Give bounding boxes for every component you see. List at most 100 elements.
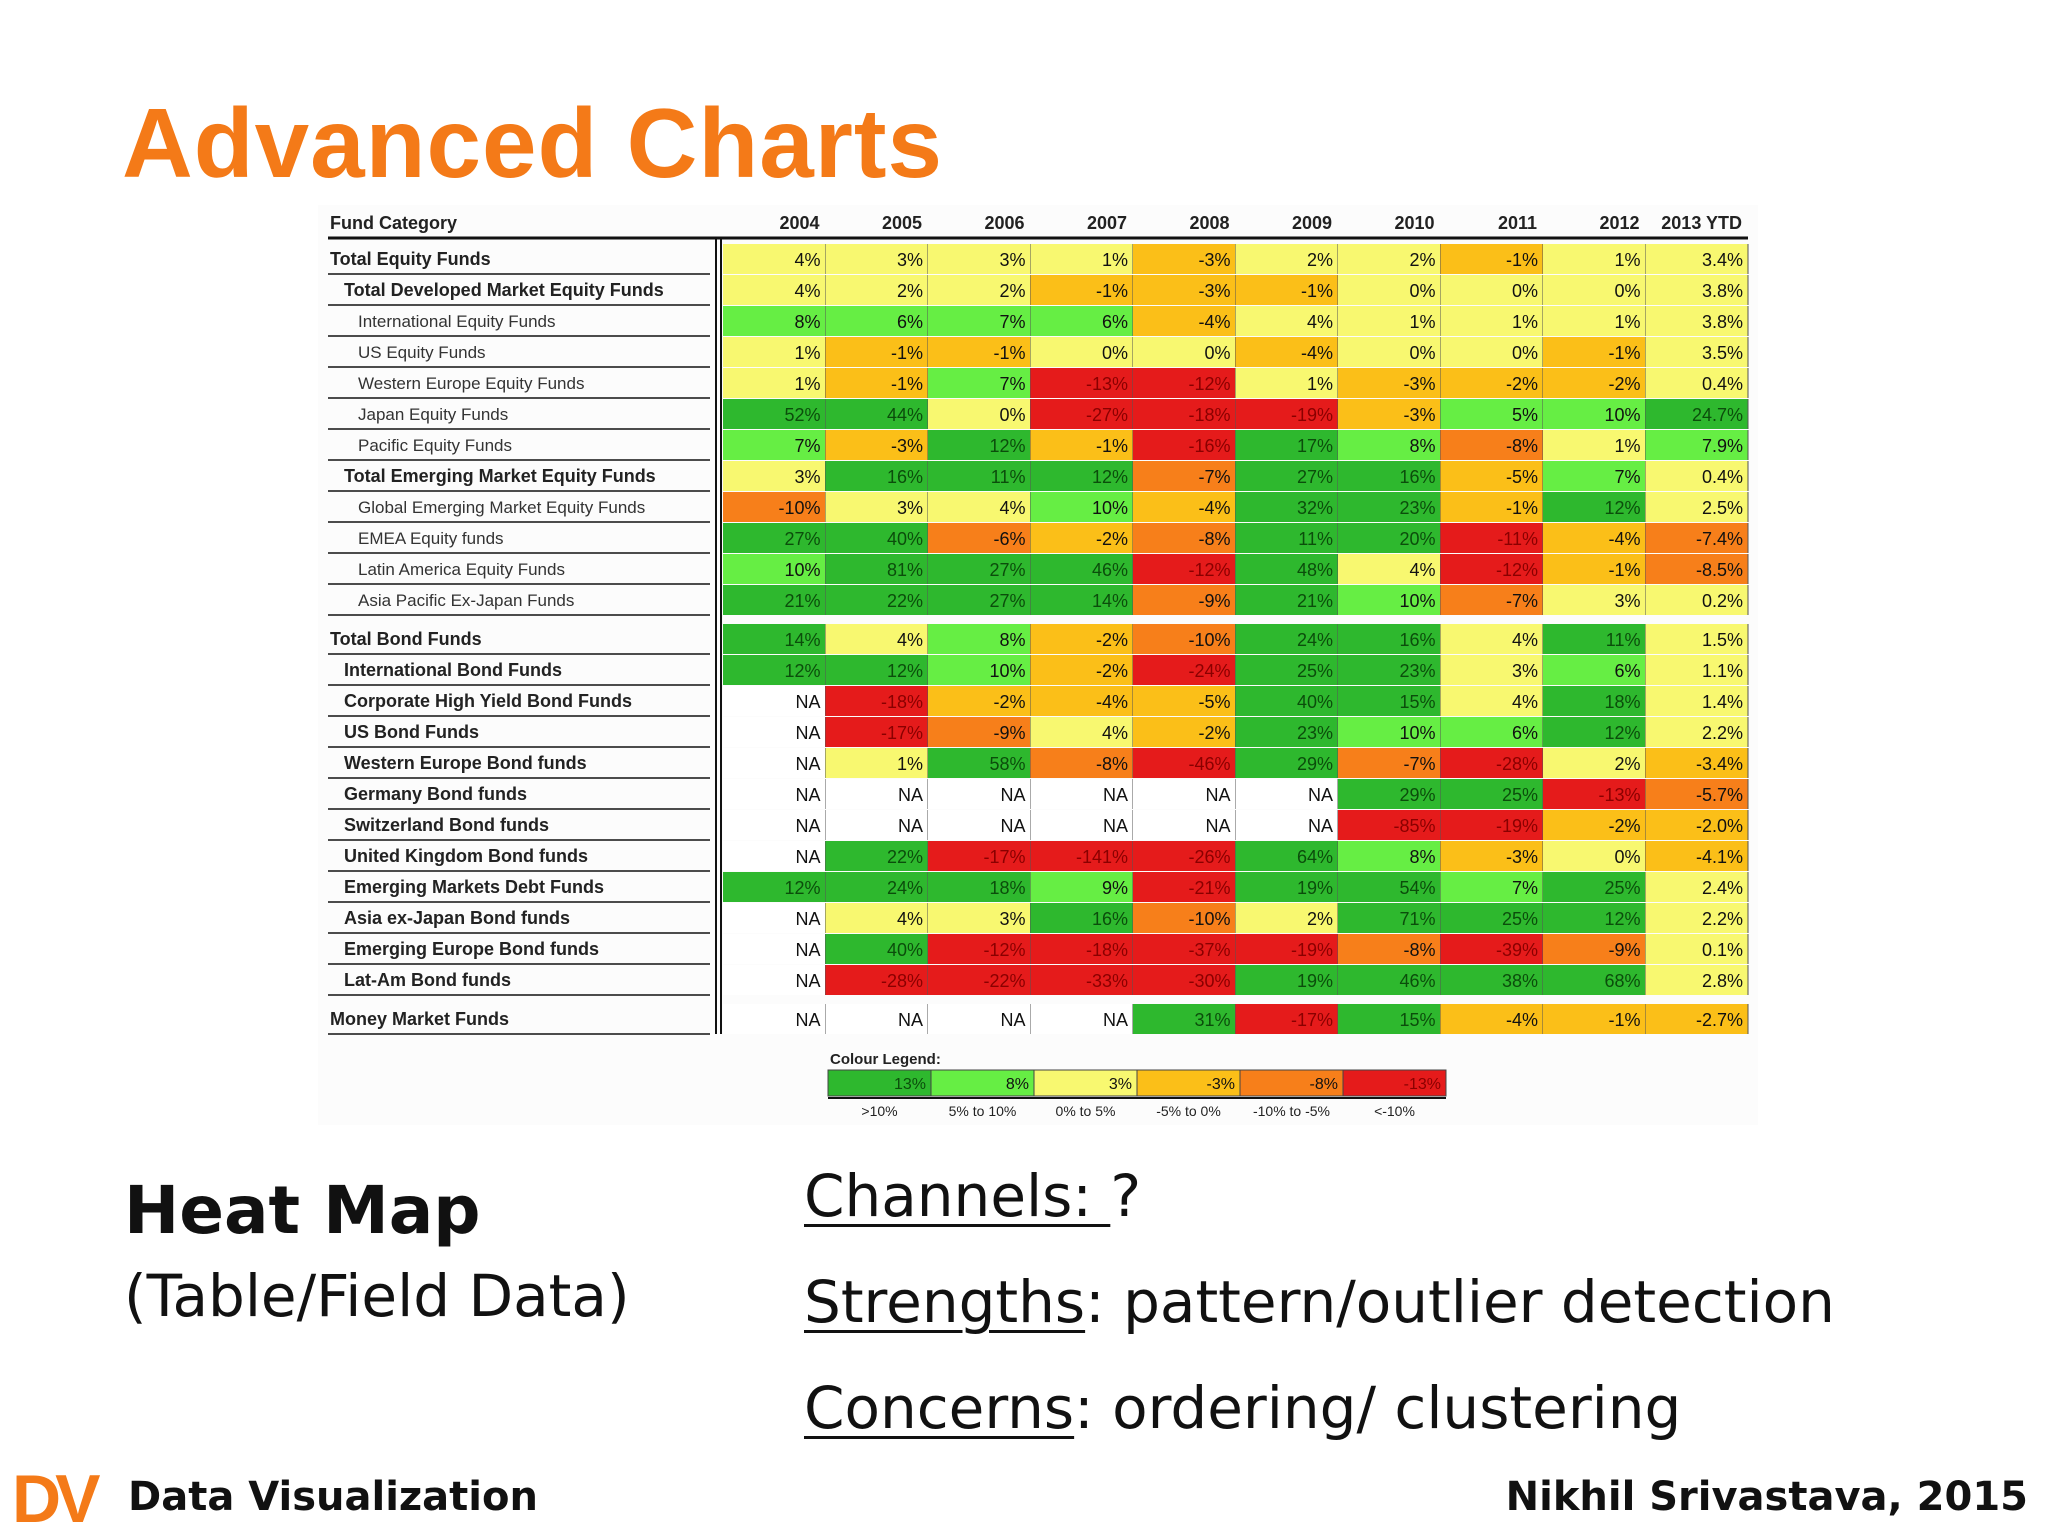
cell-value: -3% (1198, 250, 1230, 270)
legend-sample: -3% (1207, 1076, 1235, 1093)
heat-cell (1235, 779, 1338, 809)
cell-value: -9% (993, 723, 1025, 743)
heat-cell (825, 686, 928, 716)
heat-cell (1133, 492, 1236, 522)
cell-value: 10% (784, 560, 820, 580)
heat-cell (1338, 306, 1441, 336)
heat-cell (1133, 1004, 1236, 1034)
cell-value: 48% (1297, 560, 1333, 580)
heat-cell (1133, 585, 1236, 615)
heat-cell (1133, 748, 1236, 778)
cell-value: 1% (794, 374, 820, 394)
footer-course-name: Data Visualization (128, 1474, 538, 1520)
cell-value: -4% (1608, 529, 1640, 549)
heat-cell (1440, 841, 1543, 871)
cell-value: 64% (1297, 847, 1333, 867)
heat-cell (1235, 841, 1338, 871)
heat-cell (723, 748, 826, 778)
cell-value: 3% (794, 467, 820, 487)
cell-value: -10% (1188, 909, 1230, 929)
cell-value: 11% (1298, 529, 1333, 549)
heat-cell (1338, 965, 1441, 995)
legend-sample: 8% (1006, 1076, 1029, 1093)
cell-value: 81% (887, 560, 923, 580)
heat-cell (1543, 523, 1646, 553)
legend-range: 5% to 10% (949, 1103, 1017, 1119)
heat-cell (1543, 748, 1646, 778)
column-header-2010: 2010 (1394, 213, 1434, 233)
heat-cell (1338, 585, 1441, 615)
heat-cell (1543, 624, 1646, 654)
heat-cell (1133, 655, 1236, 685)
cell-value: -1% (891, 343, 923, 363)
cell-value: -19% (1291, 405, 1333, 425)
heat-cell (1645, 585, 1748, 615)
heat-cell (1338, 624, 1441, 654)
cell-value: NA (898, 785, 923, 805)
cell-value: -1% (1608, 343, 1640, 363)
cell-value: 24% (1297, 630, 1333, 650)
heat-cell (1338, 244, 1441, 274)
heat-cell (1440, 461, 1543, 491)
cell-value: -2.7% (1696, 1010, 1743, 1030)
cell-value: 22% (887, 591, 923, 611)
heat-cell (723, 461, 826, 491)
cell-value: 10% (1092, 498, 1128, 518)
heat-cell (1338, 368, 1441, 398)
cell-value: 0.1% (1702, 940, 1743, 960)
cell-value: 12% (1092, 467, 1128, 487)
heat-cell (1543, 717, 1646, 747)
cell-value: -8% (1198, 529, 1230, 549)
heat-cell (1645, 841, 1748, 871)
cell-value: -2% (1198, 723, 1230, 743)
heat-cell (1030, 399, 1133, 429)
heat-cell (1133, 686, 1236, 716)
cell-value: 15% (1399, 692, 1435, 712)
cell-value: -18% (1086, 940, 1128, 960)
row-label: Western Europe Bond funds (344, 753, 587, 773)
column-header-2008: 2008 (1189, 213, 1229, 233)
cell-value: 1.1% (1702, 661, 1743, 681)
cell-value: 3% (1512, 661, 1538, 681)
heat-cell (1235, 554, 1338, 584)
cell-value: -19% (1291, 940, 1333, 960)
heat-cell (1235, 399, 1338, 429)
heat-cell (1543, 686, 1646, 716)
column-header-2009: 2009 (1292, 213, 1332, 233)
cell-value: NA (795, 785, 820, 805)
cell-value: -1% (1608, 560, 1640, 580)
cell-value: 2% (999, 281, 1025, 301)
cell-value: NA (1103, 1010, 1128, 1030)
cell-value: 10% (1399, 723, 1435, 743)
cell-value: 40% (887, 529, 923, 549)
heat-cell (1133, 965, 1236, 995)
cell-value: -17% (1291, 1010, 1333, 1030)
chart-type-subtitle: (Table/Field Data) (124, 1262, 630, 1330)
cell-value: 29% (1297, 754, 1333, 774)
cell-value: 10% (1604, 405, 1640, 425)
heat-cell (928, 492, 1031, 522)
cell-value: NA (795, 909, 820, 929)
cell-value: 7% (999, 374, 1025, 394)
cell-value: 0.4% (1702, 374, 1743, 394)
cell-value: 52% (784, 405, 820, 425)
cell-value: 44% (887, 405, 923, 425)
heat-cell (1235, 492, 1338, 522)
heat-cell (1440, 686, 1543, 716)
heat-cell (1338, 779, 1441, 809)
cell-value: 3% (1614, 591, 1640, 611)
heat-cell (1645, 903, 1748, 933)
heat-cell (723, 399, 826, 429)
cell-value: 4% (999, 498, 1025, 518)
heat-cell (1440, 399, 1543, 429)
heat-cell (1338, 655, 1441, 685)
heat-cell (1030, 748, 1133, 778)
cell-value: 0% (999, 405, 1025, 425)
row-label: Total Developed Market Equity Funds (344, 280, 664, 300)
cell-value: -85% (1393, 816, 1435, 836)
heat-cell (1440, 748, 1543, 778)
dv-logo: DV (12, 1462, 106, 1528)
heat-cell (1440, 523, 1543, 553)
heat-cell (1133, 717, 1236, 747)
footer-author: Nikhil Srivastava, 2015 (1505, 1474, 2028, 1520)
